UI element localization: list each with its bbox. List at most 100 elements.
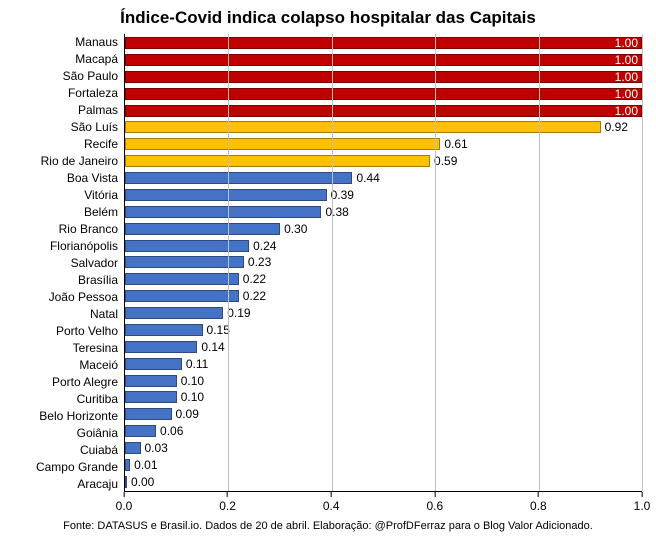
bar-value-label: 0.09 <box>176 407 199 421</box>
bar-row: 0.61 <box>125 138 642 150</box>
bar <box>125 391 177 403</box>
bar-row: 0.23 <box>125 256 642 268</box>
x-tick: 0.6 <box>426 492 443 513</box>
bar-row: 0.92 <box>125 121 642 133</box>
y-axis-label: São Luís <box>14 119 124 135</box>
x-tick-label: 0.2 <box>219 499 236 513</box>
bar <box>125 37 642 49</box>
bar-row: 0.22 <box>125 273 642 285</box>
bar-value-label: 0.10 <box>181 374 204 388</box>
gridline <box>642 34 643 491</box>
y-axis-label: Rio de Janeiro <box>14 153 124 169</box>
bar <box>125 71 642 83</box>
bar-row: 0.09 <box>125 408 642 420</box>
bar-row: 1.00 <box>125 105 642 117</box>
bar <box>125 358 182 370</box>
bar-row: 0.15 <box>125 324 642 336</box>
x-tick-label: 1.0 <box>634 499 651 513</box>
y-axis-label: Manaus <box>14 34 124 50</box>
x-tick: 0.2 <box>219 492 236 513</box>
bar-value-label: 0.23 <box>248 255 271 269</box>
bar-value-label: 0.03 <box>145 441 168 455</box>
bar <box>125 172 352 184</box>
x-tick: 0.4 <box>323 492 340 513</box>
bar-value-label: 0.24 <box>253 239 276 253</box>
bar <box>125 476 127 488</box>
x-tick-label: 0.4 <box>323 499 340 513</box>
bar-value-label: 0.14 <box>201 340 224 354</box>
bar-value-label: 0.59 <box>434 154 457 168</box>
y-axis-label: Cuiabá <box>14 442 124 458</box>
x-tick-label: 0.6 <box>426 499 443 513</box>
gridline <box>228 34 229 491</box>
y-axis-label: Aracaju <box>14 476 124 492</box>
bar <box>125 121 601 133</box>
bar <box>125 189 327 201</box>
x-tick: 0.0 <box>116 492 133 513</box>
bar-value-label: 0.00 <box>131 475 154 489</box>
x-axis: 0.00.20.40.60.81.0 <box>124 492 642 516</box>
x-tick: 1.0 <box>634 492 651 513</box>
chart-footer: Fonte: DATASUS e Brasil.io. Dados de 20 … <box>14 520 642 532</box>
bar-row: 1.00 <box>125 54 642 66</box>
bar-value-label: 0.30 <box>284 222 307 236</box>
y-axis-label: Salvador <box>14 255 124 271</box>
y-axis-label: Campo Grande <box>14 459 124 475</box>
bar-value-label: 0.92 <box>605 120 628 134</box>
y-axis-label: Teresina <box>14 340 124 356</box>
y-axis-label: Maceió <box>14 357 124 373</box>
bar-value-label: 1.00 <box>615 104 638 118</box>
gridline <box>435 34 436 491</box>
bar-value-label: 0.19 <box>227 306 250 320</box>
bar-row: 0.30 <box>125 223 642 235</box>
bar <box>125 408 172 420</box>
bar-row: 0.19 <box>125 307 642 319</box>
bar <box>125 442 141 454</box>
y-axis-label: Macapá <box>14 51 124 67</box>
y-axis-label: Palmas <box>14 102 124 118</box>
bar-value-label: 1.00 <box>615 36 638 50</box>
bar <box>125 138 440 150</box>
x-tick-label: 0.0 <box>116 499 133 513</box>
bar-value-label: 0.38 <box>325 205 348 219</box>
bar-value-label: 0.22 <box>243 289 266 303</box>
bar-row: 0.24 <box>125 240 642 252</box>
bar-row: 0.44 <box>125 172 642 184</box>
gridline <box>539 34 540 491</box>
plot-area: ManausMacapáSão PauloFortalezaPalmasSão … <box>14 34 642 492</box>
bar-row: 0.14 <box>125 341 642 353</box>
bar-row: 1.00 <box>125 37 642 49</box>
x-tick-label: 0.8 <box>530 499 547 513</box>
gridline <box>332 34 333 491</box>
y-axis-label: São Paulo <box>14 68 124 84</box>
bar-value-label: 1.00 <box>615 70 638 84</box>
bar-value-label: 0.44 <box>356 171 379 185</box>
y-axis-label: Brasília <box>14 272 124 288</box>
bar <box>125 155 430 167</box>
y-axis-label: Fortaleza <box>14 85 124 101</box>
y-axis-label: Belo Horizonte <box>14 408 124 424</box>
x-tick: 0.8 <box>530 492 547 513</box>
y-axis-label: Belém <box>14 204 124 220</box>
bar-row: 0.11 <box>125 358 642 370</box>
bars-region: 1.001.001.001.001.000.920.610.590.440.39… <box>124 34 642 492</box>
chart-container: Índice-Covid indica colapso hospitalar d… <box>0 0 656 538</box>
y-axis-label: Curitiba <box>14 391 124 407</box>
y-axis-label: Goiânia <box>14 425 124 441</box>
bar-row: 0.10 <box>125 391 642 403</box>
bar <box>125 375 177 387</box>
x-axis-ticks: 0.00.20.40.60.81.0 <box>124 492 642 516</box>
bar <box>125 240 249 252</box>
bar-value-label: 0.01 <box>134 458 157 472</box>
bar-value-label: 0.22 <box>243 272 266 286</box>
bar <box>125 425 156 437</box>
bar <box>125 459 130 471</box>
bar-value-label: 1.00 <box>615 53 638 67</box>
bar-row: 0.38 <box>125 206 642 218</box>
bar-value-label: 0.39 <box>331 188 354 202</box>
bar-row: 0.03 <box>125 442 642 454</box>
bar <box>125 256 244 268</box>
bar-row: 0.59 <box>125 155 642 167</box>
y-axis-label: Natal <box>14 306 124 322</box>
bar-row: 0.06 <box>125 425 642 437</box>
